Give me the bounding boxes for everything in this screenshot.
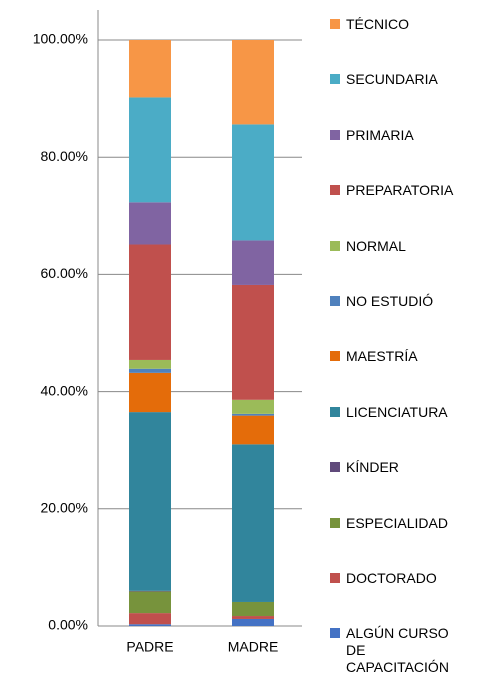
bar-segment: [232, 399, 274, 414]
x-tick-label: PADRE: [126, 639, 173, 655]
legend-swatch: [330, 129, 340, 140]
legend-swatch: [330, 74, 340, 85]
bar-segment: [232, 415, 274, 445]
legend-entry: PREPARATORIA: [330, 182, 500, 199]
bar-segment: [129, 613, 171, 625]
legend-swatch: [330, 19, 340, 29]
legend-label: NO ESTUDIÓ: [346, 293, 434, 309]
bar-segment: [232, 601, 274, 617]
bar-segment: [232, 444, 274, 602]
legend-swatch: [330, 517, 340, 528]
y-tick-label: 0.00%: [48, 617, 88, 633]
legend-swatch: [330, 573, 340, 583]
bar-segment: [129, 202, 171, 245]
legend-label: DOCTORADO: [346, 570, 437, 586]
bar-segment: [129, 359, 171, 369]
legend-entry: TÉCNICO: [330, 16, 500, 33]
bar-segment: [129, 412, 171, 591]
bar-segment: [232, 124, 274, 241]
legend-swatch: [330, 462, 340, 473]
legend-label: SECUNDARIA: [346, 71, 438, 88]
legend-entry: NO ESTUDIÓ: [330, 293, 500, 310]
bar-segment: [232, 618, 274, 626]
legend-label: LICENCIATURA: [346, 403, 448, 420]
legend-swatch: [330, 628, 340, 639]
legend-label: TÉCNICO: [346, 16, 409, 32]
legend-label: KÍNDER: [346, 459, 399, 476]
y-tick-label: 20.00%: [41, 500, 88, 516]
y-tick-label: 100.00%: [33, 31, 88, 47]
y-tick-label: 80.00%: [41, 148, 88, 164]
y-tick-label: 60.00%: [41, 265, 88, 281]
bar-segment: [129, 40, 171, 98]
bar-segment: [129, 624, 171, 626]
bar-segment: [232, 284, 274, 400]
legend-label: NORMAL: [346, 237, 406, 254]
legend-label: PREPARATORIA: [346, 182, 454, 199]
bar-segment: [232, 40, 274, 125]
bar-segment: [232, 240, 274, 285]
legend-swatch: [330, 406, 340, 417]
legend-entry: KÍNDER: [330, 459, 500, 476]
bar-segment: [232, 413, 274, 416]
legend-label: ESPECIALIDAD: [346, 514, 448, 531]
bar-segment: [129, 372, 171, 413]
legend-label: PRIMARIA: [346, 126, 414, 143]
legend-entry: ESPECIALIDAD: [330, 515, 500, 532]
legend-entry: NORMAL: [330, 238, 500, 255]
y-tick-label: 40.00%: [41, 382, 88, 398]
legend-swatch: [330, 240, 340, 251]
bar-segment: [129, 97, 171, 203]
bar-segment: [232, 616, 274, 619]
bar-segment: [129, 591, 171, 614]
legend-swatch: [330, 185, 340, 196]
legend-swatch: [330, 351, 340, 362]
legend-entry: PRIMARIA: [330, 127, 500, 144]
legend-label: ALGÚN CURSO DE CAPACITACIÓN: [346, 625, 449, 676]
legend-swatch: [330, 296, 340, 306]
legend-entry: SECUNDARIA: [330, 71, 500, 88]
legend-entry: ALGÚN CURSO DE CAPACITACIÓN: [330, 625, 500, 676]
legend-entry: LICENCIATURA: [330, 404, 500, 421]
legend-label: MAESTRÍA: [346, 348, 418, 365]
bar-segment: [129, 368, 171, 373]
legend-entry: MAESTRÍA: [330, 348, 500, 365]
bar-segment: [129, 244, 171, 360]
legend-entry: DOCTORADO: [330, 570, 500, 587]
bar-segment: [129, 590, 171, 592]
x-tick-label: MADRE: [228, 639, 279, 655]
